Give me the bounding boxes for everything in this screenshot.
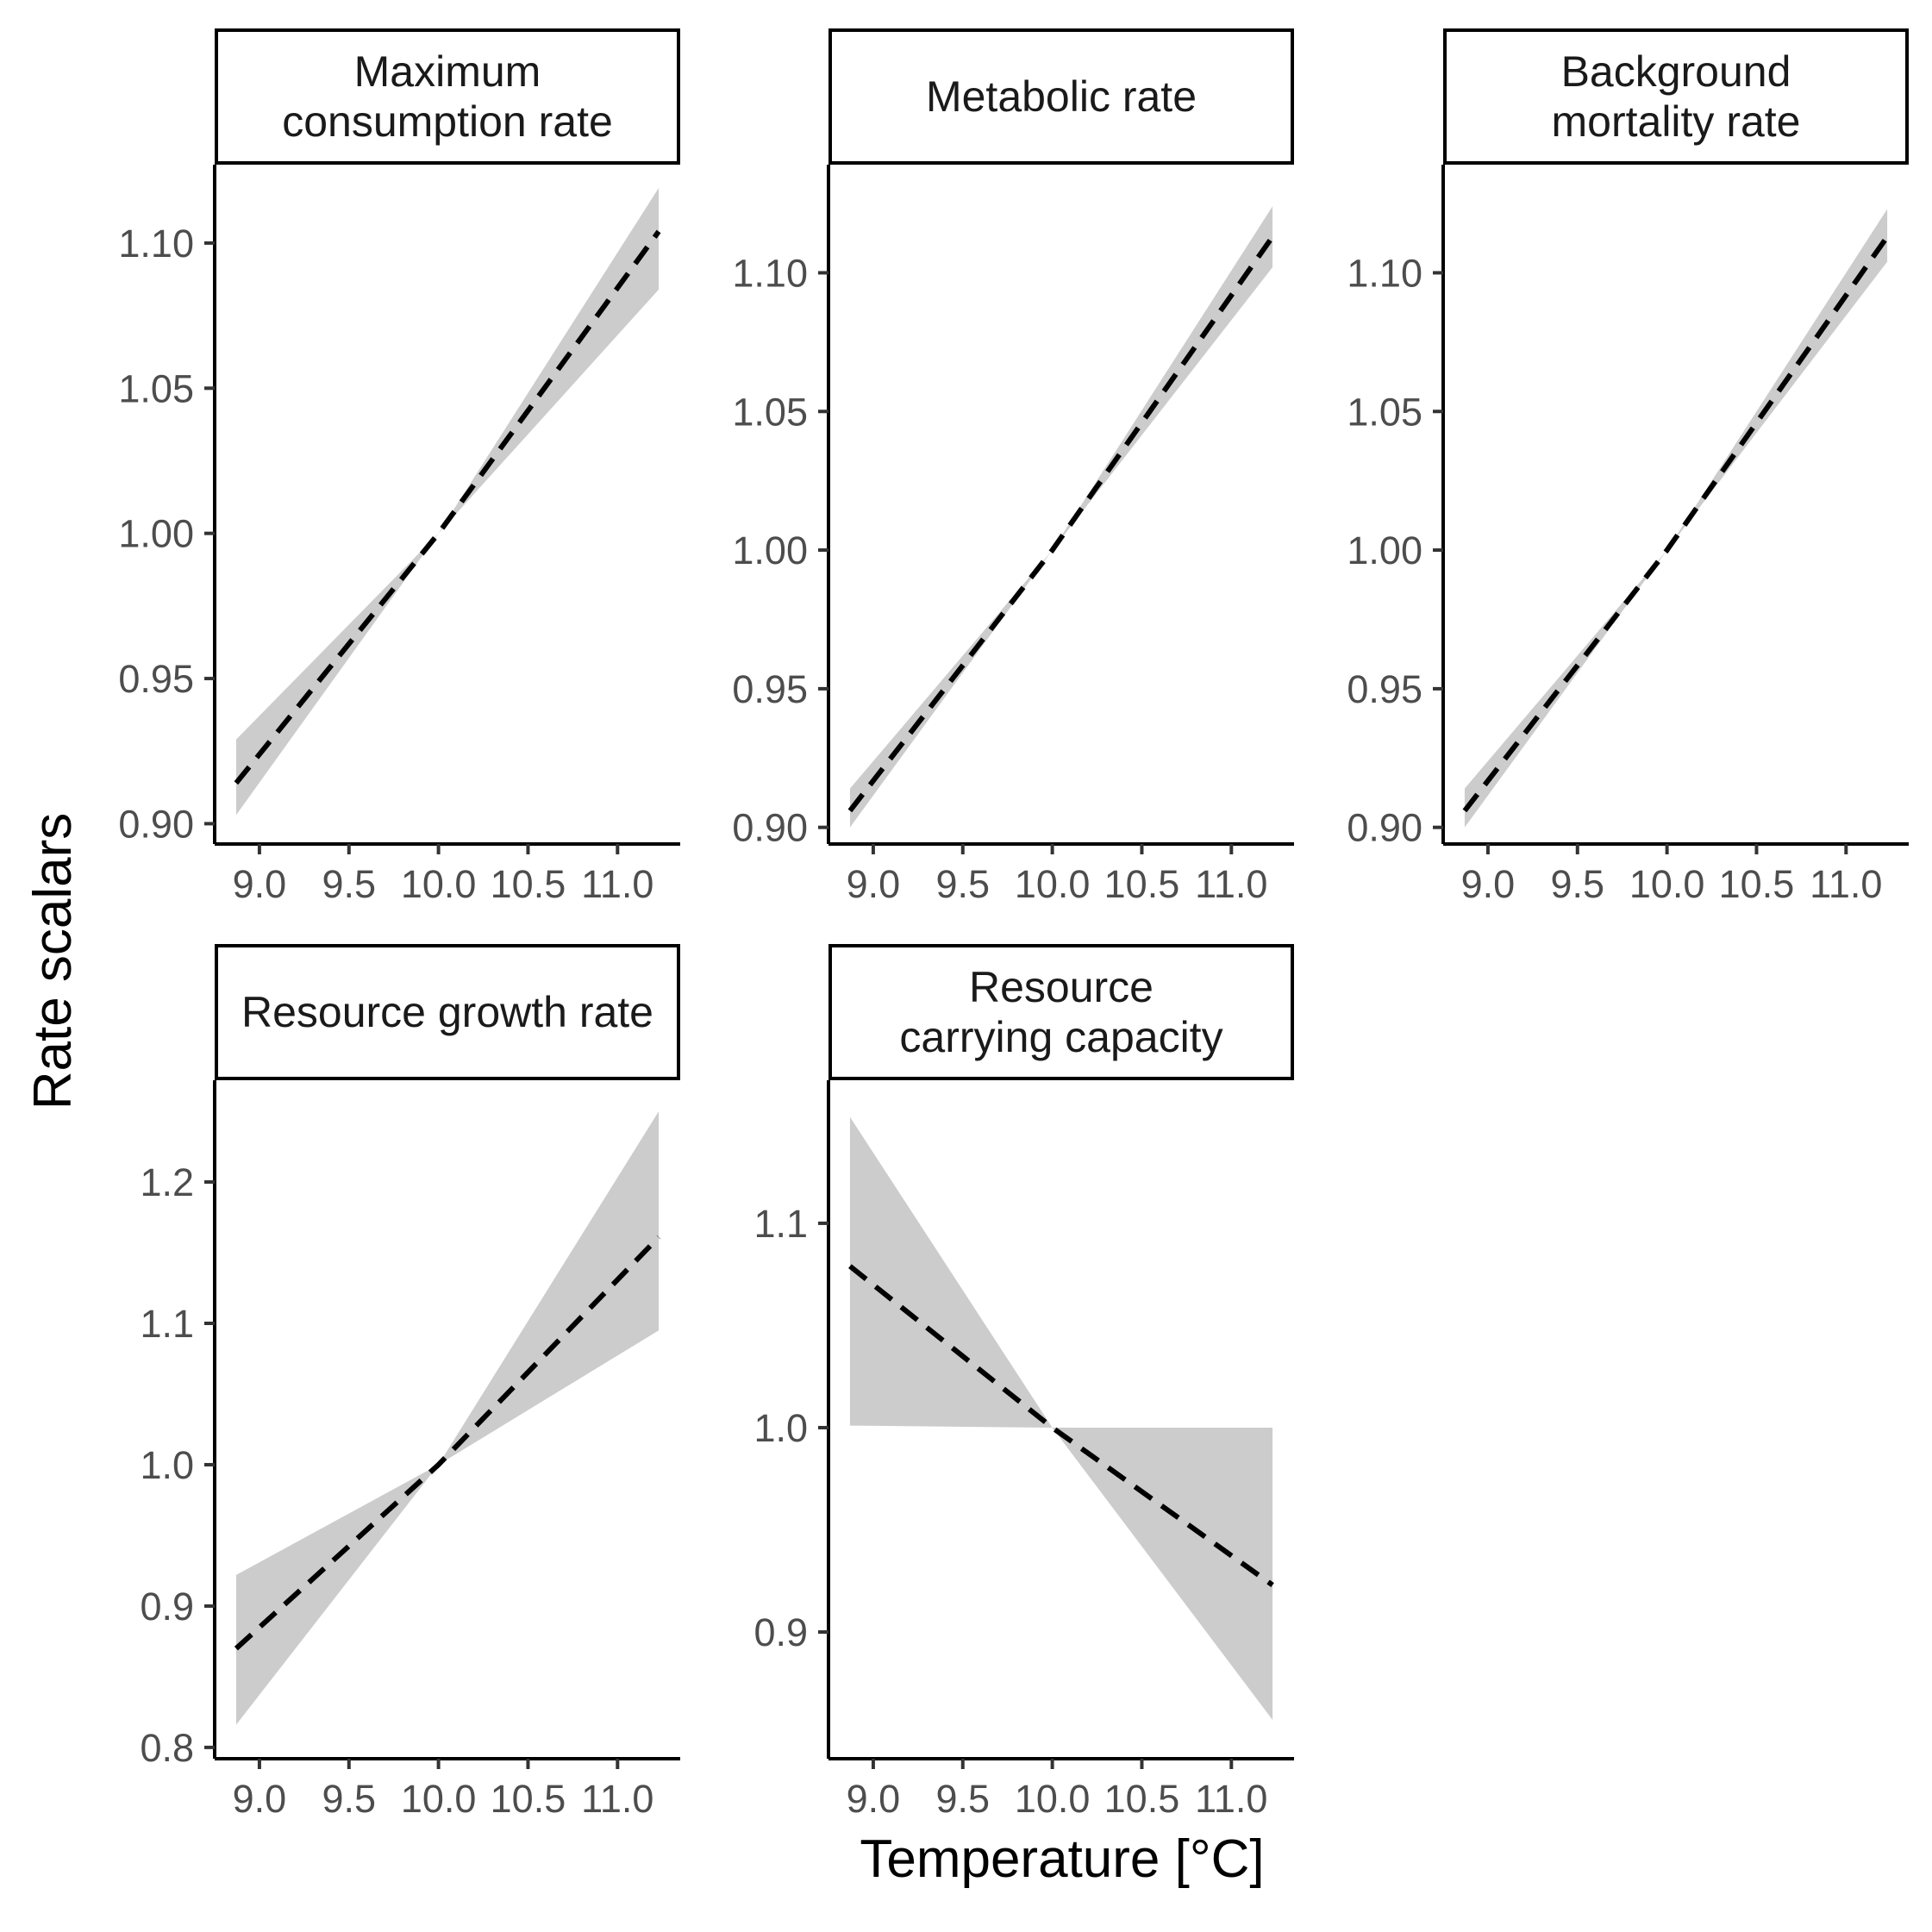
facet-title: consumption rate <box>282 97 613 146</box>
x-tick-label: 9.5 <box>1550 862 1604 906</box>
facet-strip <box>828 944 1294 1080</box>
y-tick-label: 0.90 <box>118 802 194 846</box>
y-tick-label: 1.10 <box>1347 251 1422 295</box>
y-tick-label: 0.95 <box>1347 667 1422 711</box>
y-tick-label: 0.8 <box>140 1726 194 1770</box>
facet-strip <box>215 944 680 1080</box>
y-tick-label: 0.90 <box>732 806 808 850</box>
facet-title: Maximum <box>354 47 541 96</box>
x-tick-label: 10.0 <box>1015 1777 1091 1821</box>
x-tick-label: 11.0 <box>581 862 653 906</box>
confidence-ribbon <box>849 1116 1273 1720</box>
fitted-line <box>847 234 1275 813</box>
confidence-ribbon <box>1464 209 1888 828</box>
y-tick-label: 1.05 <box>118 366 194 410</box>
panel-4: Resource growth rate 0.8 0.9 1.0 1.1 1.2 9.0 9.… <box>140 944 680 1821</box>
y-tick-label: 1.05 <box>732 390 808 434</box>
y-tick-label: 0.9 <box>140 1585 194 1629</box>
y-tick-label: 1.1 <box>753 1202 808 1246</box>
y-tick-label: 1.00 <box>1347 528 1422 572</box>
facet-title: Resource <box>969 963 1154 1011</box>
x-tick-label: 9.0 <box>233 862 287 906</box>
facet-strip <box>828 28 1294 165</box>
x-tick-label: 11.0 <box>1810 862 1882 906</box>
x-tick-label: 9.5 <box>935 862 990 906</box>
x-tick-label: 11.0 <box>1195 1777 1267 1821</box>
x-tick-label: 11.0 <box>1195 862 1267 906</box>
y-tick-label: 1.10 <box>118 222 194 266</box>
fitted-line <box>234 229 661 785</box>
x-tick-label: 9.0 <box>847 1777 901 1821</box>
x-tick-label: 10.0 <box>1015 862 1091 906</box>
y-tick-label: 1.10 <box>732 251 808 295</box>
x-tick-label: 9.5 <box>322 862 376 906</box>
confidence-ribbon <box>235 1111 660 1725</box>
fitted-line <box>234 1235 661 1651</box>
x-tick-label: 9.0 <box>233 1777 287 1821</box>
x-tick-label: 9.5 <box>322 1777 376 1821</box>
fitted-line <box>1462 234 1890 813</box>
facet-title: Metabolic rate <box>926 72 1197 121</box>
x-tick-label: 10.0 <box>401 862 477 906</box>
x-tick-label: 10.5 <box>1104 862 1180 906</box>
y-tick-label: 1.0 <box>753 1406 808 1450</box>
x-tick-label: 9.0 <box>1461 862 1516 906</box>
y-tick-label: 1.00 <box>732 528 808 572</box>
y-tick-label: 0.95 <box>118 657 194 701</box>
x-axis-title: Temperature [°C] <box>860 1829 1264 1889</box>
fitted-line <box>848 1264 1274 1587</box>
y-tick-label: 0.9 <box>753 1610 808 1654</box>
confidence-ribbon <box>849 206 1273 828</box>
facet-title: Resource growth rate <box>241 988 653 1036</box>
x-tick-label: 11.0 <box>581 1777 653 1821</box>
y-axis-title: Rate scalars <box>23 813 83 1110</box>
x-tick-label: 9.0 <box>847 862 901 906</box>
panel-2: Metabolic rate 0.90 0.95 1.00 1.05 1.10 9.0 9.5… <box>732 28 1294 906</box>
y-tick-label: 1.05 <box>1347 390 1422 434</box>
x-tick-label: 10.5 <box>1104 1777 1180 1821</box>
y-tick-label: 1.1 <box>140 1302 194 1346</box>
facet-title: mortality rate <box>1552 97 1801 146</box>
x-tick-label: 10.0 <box>1629 862 1705 906</box>
facet-strip <box>1443 28 1909 165</box>
y-tick-label: 1.00 <box>118 512 194 556</box>
y-tick-label: 1.2 <box>140 1160 194 1204</box>
x-tick-label: 10.5 <box>491 862 566 906</box>
facet-title: Background <box>1561 47 1791 96</box>
x-tick-label: 10.0 <box>401 1777 477 1821</box>
y-tick-label: 1.0 <box>140 1443 194 1487</box>
y-tick-label: 0.95 <box>732 667 808 711</box>
y-tick-label: 0.90 <box>1347 806 1422 850</box>
x-tick-label: 10.5 <box>491 1777 566 1821</box>
x-tick-label: 9.5 <box>935 1777 990 1821</box>
confidence-ribbon <box>235 187 660 816</box>
facet-title: carrying capacity <box>899 1013 1222 1061</box>
facet-strip <box>215 28 680 165</box>
x-tick-label: 10.5 <box>1719 862 1795 906</box>
